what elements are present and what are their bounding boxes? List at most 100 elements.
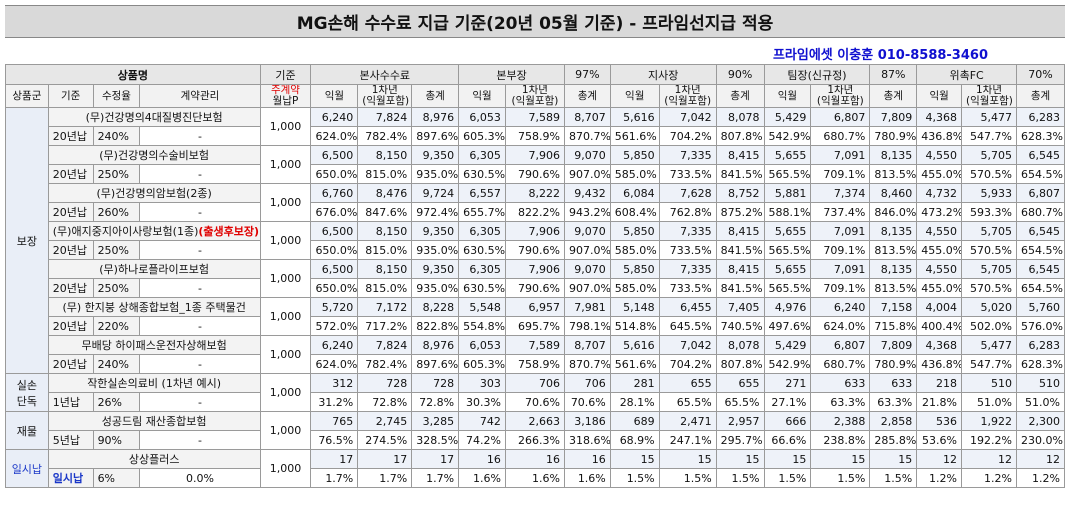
product-name: (무)건강명의암보험(2종) [47,183,261,203]
header-first-year-note: (익월포함) [511,95,559,107]
commission-rate: 51.0% [1015,392,1066,412]
payment-period: 1년납 [47,392,94,412]
commission-rate: 1.7% [310,468,359,488]
commission-rate: 570.5% [961,164,1017,184]
contract-mgmt: - [139,126,261,146]
commission-amount: 5,720 [310,297,359,317]
commission-rate: 630.5% [458,278,506,298]
commission-rate: 576.0% [1015,316,1066,336]
commission-amount: 5,760 [1015,297,1066,317]
commission-amount: 728 [411,373,460,393]
commission-amount: 5,148 [609,297,660,317]
commission-rate: 285.8% [869,430,918,450]
commission-rate: 455.0% [916,278,962,298]
commission-rate: 841.5% [715,278,765,298]
adjust-rate: 250% [92,278,141,298]
commission-amount: 4,550 [916,259,962,279]
commission-rate: 542.9% [763,126,812,146]
payment-period: 20년납 [47,316,94,336]
base-premium: 1,000 [259,259,312,298]
commission-rate: 717.2% [357,316,413,336]
product-name-text: (무) 한지붕 상해종합보험_1종 주택물건 [62,301,246,314]
commission-amount: 9,070 [563,259,611,279]
commission-rate: 740.5% [715,316,765,336]
commission-amount: 5,705 [961,145,1017,165]
header-fc: 위촉FC [916,64,1017,85]
header-branch: 지사장 [609,64,717,85]
commission-amount: 8,976 [411,335,460,355]
commission-rate: 72.8% [357,392,413,412]
commission-rate: 1.5% [609,468,660,488]
commission-rate: 875.2% [715,202,765,222]
commission-amount: 312 [310,373,359,393]
header-team: 팀장(신규정) [763,64,871,85]
header-row-1: 상품명 기준 본사수수료 본부장 97% 지사장 90% 팀장(신규정) 87%… [5,64,1066,85]
commission-amount: 15 [810,449,871,469]
base-premium: 1,000 [259,411,312,450]
commission-rate: 1.7% [411,468,460,488]
product-amount-row: (무)애지중지아이사랑보험(1종)(출생후보장) 1,000 6,500 8,150 9… [6,221,1066,260]
product-amount-row: (무)건강명의수술비보험 1,000 6,500 8,150 9,350 6,305 7,9… [6,145,1066,184]
commission-amount: 6,500 [310,221,359,241]
commission-amount: 7,335 [658,221,717,241]
commission-rate: 972.4% [411,202,460,222]
commission-amount: 2,858 [869,411,918,431]
commission-amount: 4,550 [916,145,962,165]
commission-rate: 542.9% [763,354,812,374]
commission-rate: 654.5% [1015,240,1066,260]
commission-rate: 813.5% [869,278,918,298]
header-first-year-note: (익월포함) [966,95,1013,107]
commission-rate: 76.5% [310,430,359,450]
commission-rate: 815.0% [357,278,413,298]
commission-amount: 5,429 [763,335,812,355]
product-name: (무)하나로플라이프보험 [47,259,261,279]
commission-amount: 6,084 [609,183,660,203]
header-product: 상품명 [5,64,261,85]
commission-rate: 63.3% [810,392,871,412]
adjust-rate: 240% [92,126,141,146]
commission-rate: 654.5% [1015,278,1066,298]
product-name-text: (무)건강명의수술비보험 [99,149,210,162]
commission-rate: 70.6% [563,392,611,412]
commission-rate: 847.6% [357,202,413,222]
header-period: 기준 [47,84,94,108]
contract-mgmt: - [139,164,261,184]
product-amount-row: 실손 단독 작한실손의료비 (1차년 예시) 1,000 312 728 728 303 70… [5,373,1066,412]
product-amount-row: (무)건강명의암보험(2종) 1,000 6,760 8,476 9,724 6,557 8… [6,183,1066,222]
header-first-year-label: 1차년 [521,84,548,96]
commission-amount: 5,933 [961,183,1017,203]
commission-amount: 689 [609,411,660,431]
commission-amount: 1,922 [961,411,1017,431]
header-row-2: 상품군 기준 수정율 계약관리 주계약 월납P 익월 1차년 (익월포함) 총계 익월 1차… [5,84,1066,108]
header-hq: 본사수수료 [310,64,460,85]
commission-amount: 6,557 [458,183,506,203]
product-rate-row: 20년납 240% -624.0% 782.4% 897.6% 605.3% 758.9% 8… [6,354,1066,374]
commission-amount: 8,707 [563,335,611,355]
commission-amount: 271 [763,373,812,393]
commission-amount: 6,807 [810,107,871,127]
commission-rate: 624.0% [310,126,359,146]
commission-rate: 74.2% [458,430,506,450]
contract-mgmt: - [139,240,261,260]
commission-rate: 1.5% [715,468,765,488]
product-rate-row: 1년납 26% -31.2% 72.8% 72.8% 30.3% 70.6% 70.6% 28.… [6,392,1066,412]
commission-amount: 655 [658,373,717,393]
commission-amount: 2,388 [810,411,871,431]
commission-amount: 7,981 [563,297,611,317]
commission-amount: 6,053 [458,107,506,127]
commission-amount: 6,455 [658,297,717,317]
commission-amount: 5,655 [763,259,812,279]
commission-amount: 765 [310,411,359,431]
contract-mgmt: - [139,354,261,374]
base-premium: 1,000 [259,107,312,146]
commission-rate: 455.0% [916,240,962,260]
commission-rate: 30.3% [458,392,506,412]
commission-rate: 704.2% [658,126,717,146]
product-rate-row: 20년납 220% -572.0% 717.2% 822.8% 554.8% 695.7% 7… [6,316,1066,336]
header-next-month: 익월 [458,84,506,108]
header-division-pct: 97% [563,64,611,85]
commission-rate: 1.2% [1015,468,1066,488]
header-next-month: 익월 [763,84,812,108]
header-first-year-label: 1차년 [371,84,398,96]
commission-rate: 650.0% [310,164,359,184]
